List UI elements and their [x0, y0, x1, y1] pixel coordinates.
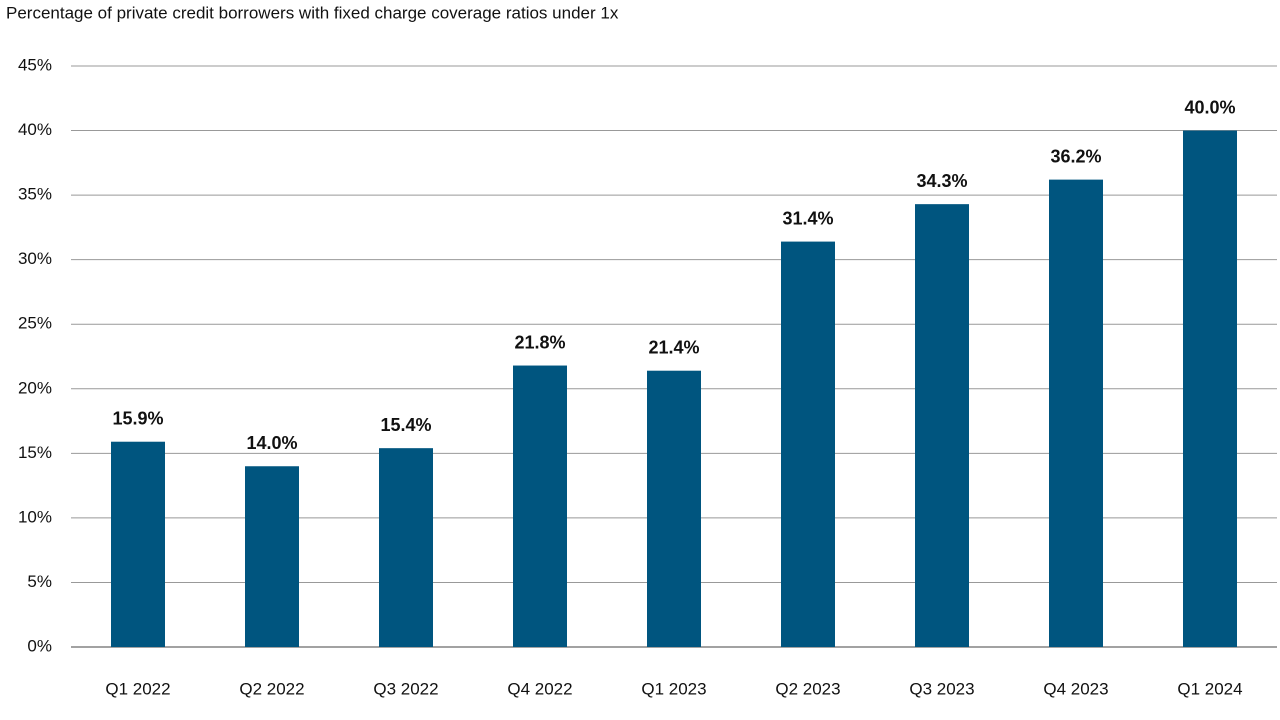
bar	[379, 448, 433, 647]
bar	[647, 370, 701, 647]
bar	[1049, 179, 1103, 647]
x-tick-label: Q2 2023	[775, 679, 840, 698]
x-tick-label: Q3 2023	[909, 679, 974, 698]
value-label: 31.4%	[782, 208, 833, 228]
bar	[513, 365, 567, 647]
value-label: 40.0%	[1184, 97, 1235, 117]
value-label: 21.8%	[514, 332, 565, 352]
y-tick-label: 10%	[18, 507, 52, 526]
bar	[1183, 130, 1237, 648]
value-label: 15.4%	[380, 415, 431, 435]
x-tick-label: Q1 2022	[105, 679, 170, 698]
y-tick-label: 15%	[18, 443, 52, 462]
bar	[915, 204, 969, 647]
value-label: 36.2%	[1050, 146, 1101, 166]
x-tick-label: Q3 2022	[373, 679, 438, 698]
y-tick-label: 0%	[27, 636, 52, 655]
x-tick-label: Q2 2022	[239, 679, 304, 698]
x-tick-label: Q4 2023	[1043, 679, 1108, 698]
bar	[245, 466, 299, 647]
value-label: 34.3%	[916, 171, 967, 191]
value-label: 15.9%	[112, 408, 163, 428]
x-tick-label: Q4 2022	[507, 679, 572, 698]
y-tick-label: 20%	[18, 378, 52, 397]
bar	[111, 441, 165, 647]
x-tick-label: Q1 2023	[641, 679, 706, 698]
y-tick-label: 25%	[18, 314, 52, 333]
y-tick-label: 5%	[27, 572, 52, 591]
y-tick-label: 40%	[18, 120, 52, 139]
bar	[781, 241, 835, 647]
y-tick-label: 45%	[18, 55, 52, 74]
value-label: 14.0%	[246, 433, 297, 453]
y-tick-label: 30%	[18, 249, 52, 268]
y-tick-label: 35%	[18, 185, 52, 204]
value-label: 21.4%	[648, 337, 699, 357]
x-tick-label: Q1 2024	[1177, 679, 1242, 698]
chart-title: Percentage of private credit borrowers w…	[6, 3, 619, 22]
